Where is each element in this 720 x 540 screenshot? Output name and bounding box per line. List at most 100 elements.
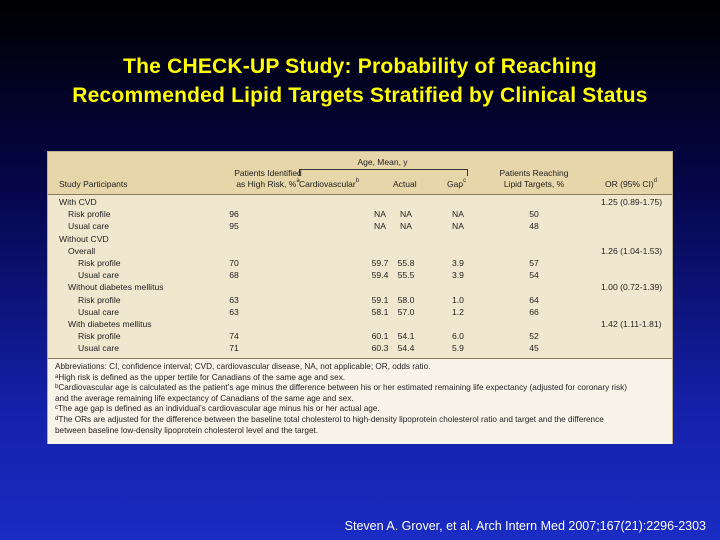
cell-gap: 3.9 xyxy=(452,270,464,281)
slide-title: The CHECK-UP Study: Probability of Reach… xyxy=(0,52,720,110)
row-label: Usual care xyxy=(78,306,120,317)
table-row: With diabetes mellitus 1.42 (1.11-1.81) xyxy=(48,318,672,330)
header-age-group: Age, Mean, y xyxy=(357,157,408,167)
cell-risk: 96 xyxy=(229,209,239,220)
row-label: Usual care xyxy=(78,343,120,354)
header-reaching-line2: Lipid Targets, % xyxy=(503,179,565,189)
cell-cardio: 59.4 xyxy=(371,270,389,281)
table-panel: Study Participants Patients Identified a… xyxy=(47,151,673,444)
table-row: Without CVD xyxy=(48,233,672,245)
row-label: With CVD xyxy=(59,197,97,207)
footnote-rule xyxy=(48,358,672,359)
table-body: With CVD 1.25 (0.89-1.75) Risk profile 96 NA… xyxy=(48,196,672,354)
cell-gap: 3.9 xyxy=(452,257,464,268)
slide-title-line-1: The CHECK-UP Study: Probability of Reach… xyxy=(123,55,597,78)
header-cardio: Cardiovascularb xyxy=(299,178,360,189)
header-gap-sup: c xyxy=(463,178,467,184)
cell-gap: 1.0 xyxy=(452,294,464,305)
row-label: Risk profile xyxy=(78,294,121,305)
cell-actual: NA xyxy=(400,209,412,220)
footnote-b-text: Cardiovascular age is calculated as the … xyxy=(58,383,627,393)
footnote-d-mark: d xyxy=(55,415,59,422)
age-group-bracket xyxy=(299,169,468,176)
header-reaching-line1: Patients Reaching xyxy=(499,168,569,178)
footnote-d-line2: between baseline low-density lipoprotein… xyxy=(55,425,319,435)
footnotes: Abbreviations: CI, confidence interval; … xyxy=(48,359,672,444)
cell-cardio: NA xyxy=(374,221,386,232)
cell-cardio: 60.1 xyxy=(371,331,389,342)
footnote-a-mark: a xyxy=(55,373,59,380)
header-participants: Study Participants xyxy=(59,179,128,189)
cell-gap: 1.2 xyxy=(452,306,464,317)
cell-or: 1.26 (1.04-1.53) xyxy=(601,245,663,256)
footnote-c-mark: c xyxy=(55,405,58,412)
row-label: Usual care xyxy=(68,221,110,232)
table-row: Risk profile 74 60.1 54.1 6.0 52 xyxy=(48,330,672,342)
table-row: Usual care 95 NA NA NA 48 xyxy=(48,220,672,232)
cell-risk: 74 xyxy=(229,331,239,342)
cell-risk: 63 xyxy=(229,306,239,317)
cell-reach: 48 xyxy=(529,221,539,232)
table-row: Usual care 68 59.4 55.5 3.9 54 xyxy=(48,269,672,281)
footnote-a: aHigh risk is defined as the upper terti… xyxy=(55,373,666,384)
header-high-risk-line1: Patients Identified xyxy=(234,168,302,178)
cell-actual: 54.1 xyxy=(397,331,415,342)
cell-gap: NA xyxy=(452,209,464,220)
table-row: Usual care 71 60.3 54.4 5.9 45 xyxy=(48,342,672,354)
cell-actual: 55.8 xyxy=(397,257,415,268)
cell-risk: 63 xyxy=(229,294,239,305)
row-label: Without diabetes mellitus xyxy=(68,282,164,293)
header-high-risk-text: as High Risk, % xyxy=(236,179,297,189)
cell-risk: 71 xyxy=(229,343,239,354)
cell-actual: 57.0 xyxy=(397,306,415,317)
table-row: Without diabetes mellitus 1.00 (0.72-1.39… xyxy=(48,281,672,293)
table-row: Risk profile 96 NA NA NA 50 xyxy=(48,208,672,220)
row-label: With diabetes mellitus xyxy=(68,318,152,329)
table-row: Overall 1.26 (1.04-1.53) xyxy=(48,245,672,257)
header-or-sup: d xyxy=(653,178,657,184)
header-high-risk-line2: as High Risk, %a xyxy=(208,178,328,189)
footnote-c-text: The age gap is defined as an individual’… xyxy=(58,404,380,414)
cell-reach: 45 xyxy=(529,343,539,354)
cell-cardio: 59.1 xyxy=(371,294,389,305)
cell-cardio: NA xyxy=(374,209,386,220)
cell-actual: NA xyxy=(400,221,412,232)
header-rule xyxy=(48,194,672,195)
cell-reach: 64 xyxy=(529,294,539,305)
cell-gap: 5.9 xyxy=(452,343,464,354)
cell-gap: 6.0 xyxy=(452,331,464,342)
cell-actual: 54.4 xyxy=(397,343,415,354)
header-gap-text: Gap xyxy=(447,179,464,189)
cell-cardio: 60.3 xyxy=(371,343,389,354)
table-header: Study Participants Patients Identified a… xyxy=(48,152,672,194)
cell-actual: 58.0 xyxy=(397,294,415,305)
header-cardio-sup: b xyxy=(355,178,360,184)
cell-risk: 70 xyxy=(229,257,239,268)
footnote-a-text: High risk is defined as the upper tertil… xyxy=(58,372,346,382)
header-or: OR (95% CI)d xyxy=(605,178,657,189)
table-row: Usual care 63 58.1 57.0 1.2 66 xyxy=(48,306,672,318)
cell-cardio: 58.1 xyxy=(371,306,389,317)
footnote-d-text: The ORs are adjusted for the difference … xyxy=(58,414,604,424)
cell-or: 1.42 (1.11-1.81) xyxy=(601,318,662,329)
table-row: Risk profile 70 59.7 55.8 3.9 57 xyxy=(48,257,672,269)
citation: Steven A. Grover, et al. Arch Intern Med… xyxy=(344,519,706,533)
cell-cardio: 59.7 xyxy=(371,257,389,268)
cell-or: 1.25 (0.89-1.75) xyxy=(601,197,663,207)
header-or-text: OR (95% CI) xyxy=(605,179,654,189)
table-row: With CVD 1.25 (0.89-1.75) xyxy=(48,196,672,208)
row-label: Usual care xyxy=(78,270,120,281)
footnote-abbreviations: Abbreviations: CI, confidence interval; … xyxy=(55,362,431,371)
table-row: Risk profile 63 59.1 58.0 1.0 64 xyxy=(48,294,672,306)
cell-reach: 57 xyxy=(529,257,539,268)
header-actual: Actual xyxy=(393,179,417,189)
cell-or: 1.00 (0.72-1.39) xyxy=(601,282,663,293)
footnote-b-line2: and the average remaining life expectanc… xyxy=(55,393,354,403)
row-label: Risk profile xyxy=(78,331,121,342)
footnote-b-line1: bCardiovascular age is calculated as the… xyxy=(55,383,666,394)
header-high-risk-sup: a xyxy=(296,178,300,184)
cell-gap: NA xyxy=(452,221,464,232)
cell-risk: 68 xyxy=(229,270,239,281)
header-gap: Gapc xyxy=(447,178,467,189)
row-label: Without CVD xyxy=(59,233,109,244)
